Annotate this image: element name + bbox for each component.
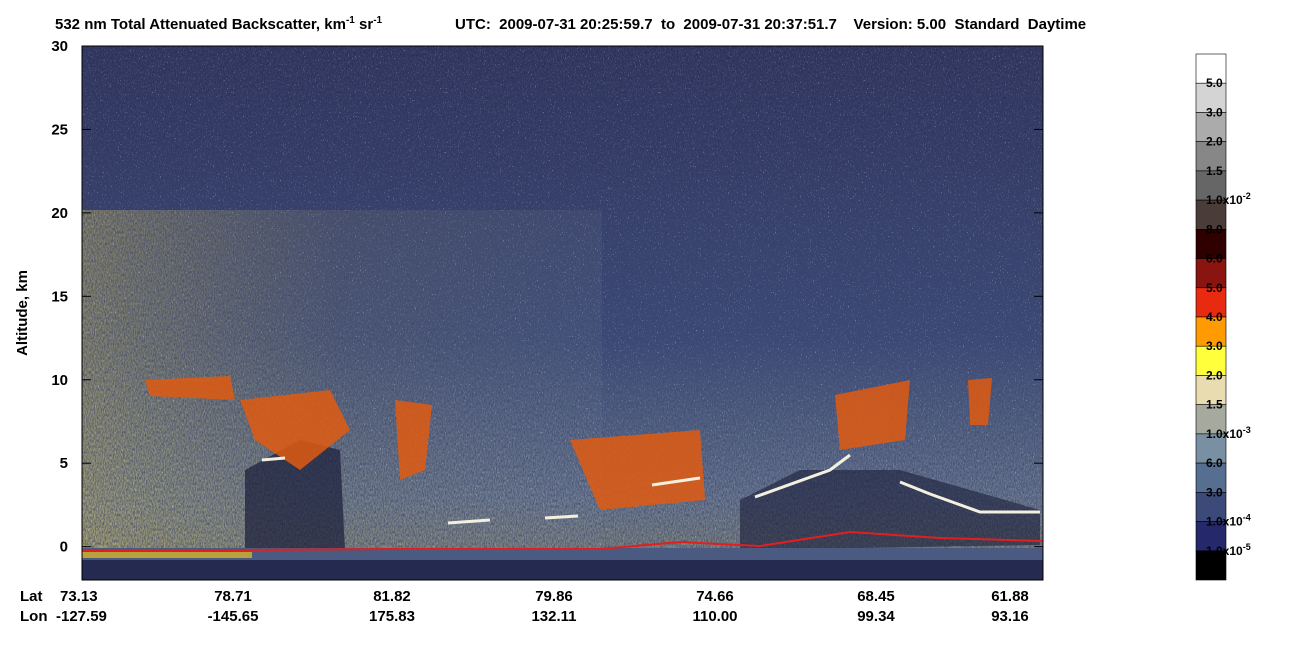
colorbar-swatch [1195,345,1227,376]
colorbar-swatch [1195,82,1227,113]
colorbar-label: 6.0 [1206,456,1223,470]
title-text: sr [359,16,373,33]
lat-label: 73.13 [60,588,98,605]
colorbar-label: 1.0x10-2 [1206,191,1251,207]
title-text: 532 nm Total Attenuated Backscatter, km [55,16,346,33]
chart-title: 532 nm Total Attenuated Backscatter, km-… [55,15,383,33]
colorbar-label: 3.0 [1206,339,1223,353]
lon-label: 132.11 [531,608,576,625]
x-row-label: Lon [20,608,48,625]
y-tick-label: 15 [51,288,68,305]
colorbar-label: 8.0 [1206,222,1223,236]
lat-label: 68.45 [857,588,895,605]
colorbar-label-sup: -3 [1243,425,1251,435]
lat-label: 79.86 [535,588,573,605]
colorbar-swatch [1195,375,1227,405]
y-tick-label: 10 [51,372,68,389]
lon-label: 110.00 [692,608,737,625]
colorbar-label: 2.0 [1206,135,1223,149]
colorbar-label: 1.5 [1206,164,1223,178]
colorbar-swatch [1195,229,1227,259]
colorbar-swatch [1195,199,1227,230]
lat-label: 74.66 [696,588,734,605]
y-tick-label: 5 [60,455,68,472]
lon-label: 99.34 [857,608,895,625]
lat-label: 61.88 [991,588,1029,605]
colorbar-label: 6.0 [1206,252,1223,266]
ticks: 0 5 10 15 20 25 30 [51,38,1043,556]
colorbar-swatch [1195,550,1227,581]
colorbar-label: 4.0 [1206,310,1223,324]
colorbar-swatch [1195,53,1227,84]
colorbar-label: 2.0 [1206,368,1223,382]
colorbar-swatch [1195,404,1227,435]
colorbar-swatch [1195,521,1227,552]
colorbar-swatch [1195,287,1227,318]
colorbar-swatch [1195,141,1227,172]
lon-label: 175.83 [369,608,415,625]
lat-label: 81.82 [373,588,411,605]
y-axis-label: Altitude, km [14,270,31,356]
lon-label: -145.65 [208,608,259,625]
colorbar-label-sup: -2 [1243,191,1251,201]
lon-label: 93.16 [991,608,1029,625]
colorbar-label-text: 1.0x10 [1206,515,1243,529]
y-tick-label: 0 [60,539,68,556]
title-sup: -1 [346,15,355,26]
colorbar-swatch [1195,316,1227,347]
backscatter-image [82,46,1043,580]
colorbar-label: 5.0 [1206,281,1223,295]
colorbar-label: 1.0x10-4 [1206,513,1251,529]
lon-label: -127.59 [56,608,107,625]
colorbar-label: 3.0 [1206,105,1223,119]
colorbar-label: 1.0x10-5 [1206,542,1251,558]
y-tick-label: 20 [51,205,68,222]
colorbar-label: 5.0 [1206,76,1223,90]
colorbar-swatch [1195,170,1227,201]
plot-frame [81,45,1044,581]
colorbar-label-sup: -4 [1243,513,1251,523]
colorbar-label-sup: -5 [1243,542,1251,552]
y-tick-label: 25 [51,121,68,138]
colorbar-label-text: 1.0x10 [1206,544,1243,558]
colorbar: 5.03.02.01.51.0x10-28.06.05.04.03.02.01.… [1195,53,1251,581]
colorbar-label-text: 1.0x10 [1206,193,1243,207]
colorbar-label: 3.0 [1206,485,1223,499]
colorbar-label-text: 1.0x10 [1206,427,1243,441]
colorbar-swatch [1195,433,1227,464]
subtitle: UTC: 2009-07-31 20:25:59.7 to 2009-07-31… [455,16,1086,33]
lat-label: 78.71 [214,588,252,605]
colorbar-swatch [1195,112,1227,142]
x-row-label: Lat [20,588,43,605]
title-sup: -1 [373,15,382,26]
y-tick-label: 30 [51,38,68,55]
colorbar-label: 1.5 [1206,398,1223,412]
colorbar-label: 1.0x10-3 [1206,425,1251,441]
colorbar-swatch [1195,258,1227,289]
